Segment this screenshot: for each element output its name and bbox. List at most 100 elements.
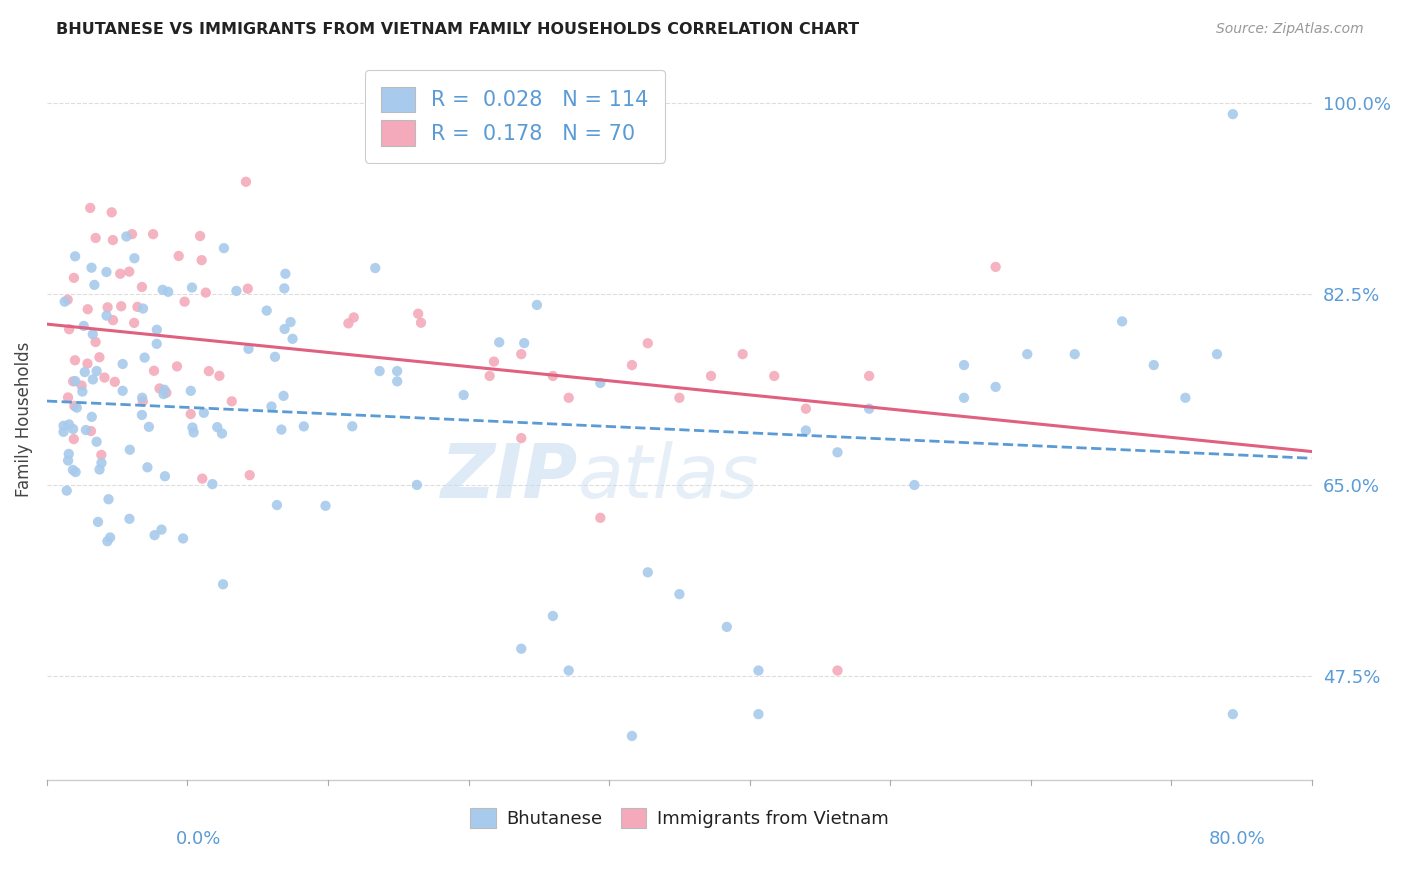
- Point: [858, 401, 880, 416]
- Point: [62, 463, 84, 477]
- Point: [637, 336, 659, 351]
- Point: [56, 453, 79, 467]
- Point: [364, 261, 387, 276]
- Text: 0.0%: 0.0%: [176, 830, 221, 847]
- Point: [212, 241, 235, 255]
- Point: [1222, 107, 1244, 121]
- Point: [155, 385, 177, 400]
- Point: [65, 465, 87, 479]
- Point: [208, 368, 231, 383]
- Point: [172, 532, 194, 546]
- Point: [190, 253, 212, 268]
- Point: [1206, 347, 1229, 361]
- Point: [409, 316, 432, 330]
- Point: [73, 365, 96, 379]
- Point: [62, 432, 84, 446]
- Point: [337, 316, 360, 330]
- Point: [80, 424, 103, 438]
- Point: [152, 283, 174, 297]
- Point: [315, 499, 337, 513]
- Point: [180, 407, 202, 421]
- Point: [87, 515, 110, 529]
- Point: [101, 233, 124, 247]
- Point: [118, 442, 141, 457]
- Point: [510, 641, 533, 656]
- Point: [256, 303, 278, 318]
- Point: [1222, 707, 1244, 722]
- Point: [194, 285, 217, 300]
- Point: [143, 364, 166, 378]
- Point: [225, 284, 247, 298]
- Point: [127, 300, 149, 314]
- Point: [557, 664, 579, 678]
- Point: [794, 401, 817, 416]
- Point: [181, 420, 204, 434]
- Point: [183, 425, 205, 440]
- Point: [387, 375, 409, 389]
- Point: [83, 277, 105, 292]
- Point: [150, 523, 173, 537]
- Point: [193, 406, 215, 420]
- Point: [58, 417, 80, 432]
- Text: BHUTANESE VS IMMIGRANTS FROM VIETNAM FAMILY HOUSEHOLDS CORRELATION CHART: BHUTANESE VS IMMIGRANTS FROM VIETNAM FAM…: [56, 22, 859, 37]
- Point: [131, 408, 153, 422]
- Point: [221, 394, 243, 409]
- Point: [136, 460, 159, 475]
- Point: [63, 249, 86, 263]
- Point: [73, 318, 96, 333]
- Point: [953, 391, 976, 405]
- Point: [207, 420, 229, 434]
- Point: [342, 419, 364, 434]
- Point: [212, 577, 235, 591]
- Point: [273, 322, 295, 336]
- Point: [142, 227, 165, 241]
- Point: [90, 448, 112, 462]
- Point: [827, 445, 849, 459]
- Point: [453, 388, 475, 402]
- Point: [152, 387, 174, 401]
- Point: [52, 425, 75, 439]
- Point: [62, 422, 84, 436]
- Point: [76, 357, 98, 371]
- Point: [541, 368, 564, 383]
- Point: [118, 512, 141, 526]
- Point: [153, 383, 176, 397]
- Point: [53, 294, 76, 309]
- Point: [668, 391, 690, 405]
- Point: [181, 280, 204, 294]
- Point: [280, 315, 302, 329]
- Point: [620, 358, 643, 372]
- Point: [134, 351, 156, 365]
- Point: [198, 364, 221, 378]
- Point: [984, 260, 1007, 274]
- Point: [58, 447, 80, 461]
- Point: [238, 342, 260, 356]
- Point: [620, 729, 643, 743]
- Point: [131, 391, 153, 405]
- Point: [406, 307, 429, 321]
- Point: [56, 391, 79, 405]
- Point: [482, 354, 505, 368]
- Point: [589, 510, 612, 524]
- Point: [143, 528, 166, 542]
- Point: [1143, 358, 1166, 372]
- Point: [89, 462, 111, 476]
- Point: [84, 334, 107, 349]
- Text: 80.0%: 80.0%: [1209, 830, 1265, 847]
- Point: [405, 478, 427, 492]
- Point: [80, 260, 103, 275]
- Point: [79, 201, 101, 215]
- Point: [274, 267, 297, 281]
- Point: [700, 368, 723, 383]
- Point: [273, 389, 295, 403]
- Text: Source: ZipAtlas.com: Source: ZipAtlas.com: [1216, 22, 1364, 37]
- Point: [510, 431, 533, 445]
- Point: [101, 313, 124, 327]
- Point: [145, 336, 167, 351]
- Point: [191, 472, 214, 486]
- Point: [1174, 391, 1197, 405]
- Point: [62, 375, 84, 389]
- Point: [858, 368, 880, 383]
- Point: [488, 335, 510, 350]
- Point: [1017, 347, 1039, 361]
